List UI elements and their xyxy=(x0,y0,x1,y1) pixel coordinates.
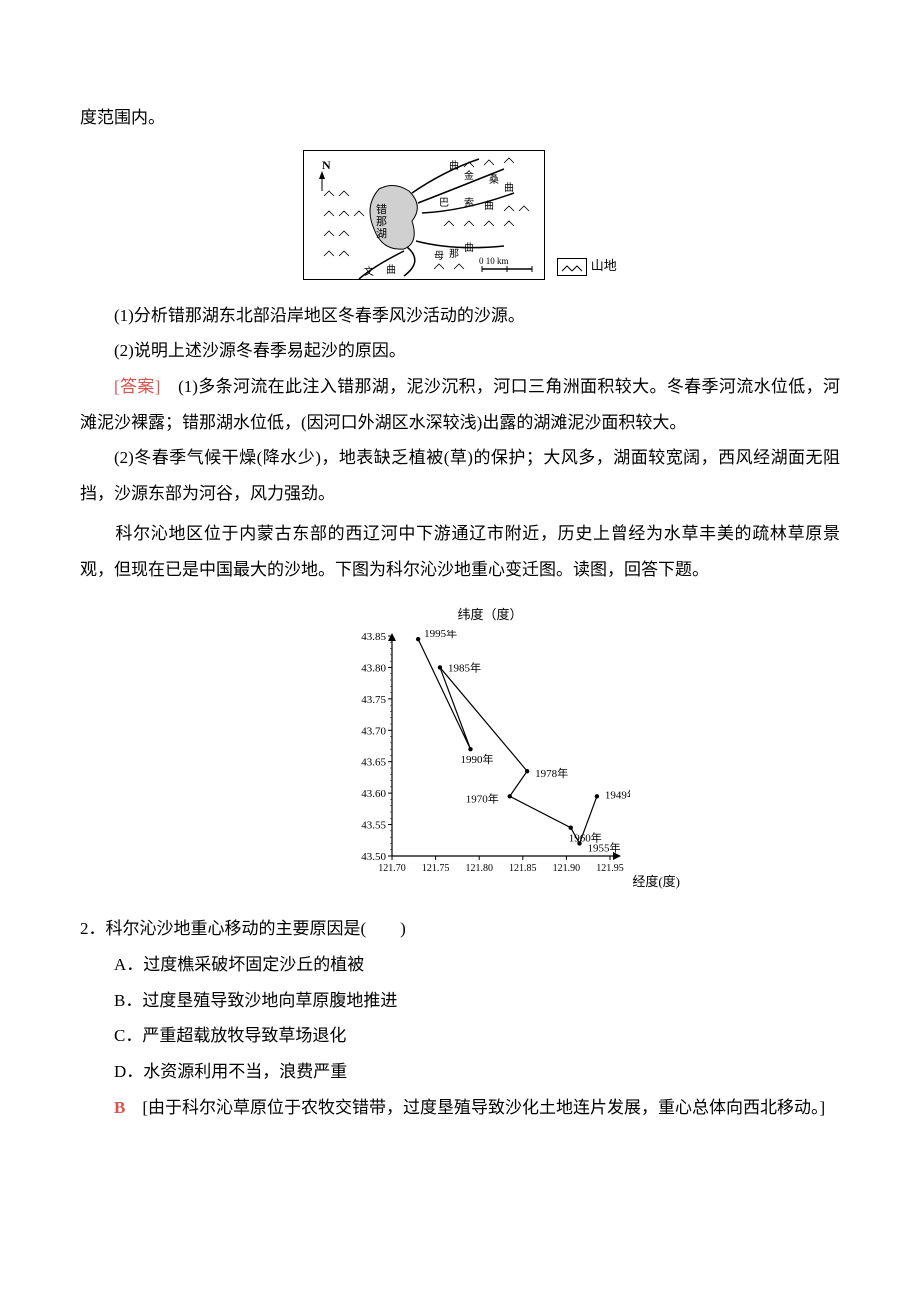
svg-text:121.85: 121.85 xyxy=(509,863,537,874)
svg-text:那: 那 xyxy=(449,248,459,260)
continuation-text: 度范围内。 xyxy=(80,100,840,136)
x-axis-title: 经度(度) xyxy=(632,868,680,895)
svg-text:金: 金 xyxy=(464,169,474,182)
svg-text:121.90: 121.90 xyxy=(553,863,581,874)
svg-text:曲: 曲 xyxy=(464,242,474,254)
svg-text:曲: 曲 xyxy=(386,264,396,276)
passage2: 科尔沁地区位于内蒙古东部的西辽河中下游通辽市附近，历史上曾经为水草丰美的疏林草原… xyxy=(80,516,840,587)
svg-text:1985年: 1985年 xyxy=(448,661,481,675)
svg-text:1995年: 1995年 xyxy=(424,630,457,640)
q2-optC: C．严重超载放牧导致草场退化 xyxy=(80,1018,840,1054)
answer-label: [答案] xyxy=(114,377,160,396)
scale-text: 0 10 km xyxy=(479,256,509,266)
svg-text:母: 母 xyxy=(434,250,444,262)
svg-text:43.60: 43.60 xyxy=(361,789,386,801)
centroid-chart: 纬度（度） 43.85 43.80 43.75 43.70 43.65 43.60 43.5… xyxy=(290,601,630,893)
svg-text:1955年: 1955年 xyxy=(587,841,620,855)
answer-key: B xyxy=(114,1098,125,1117)
q1-sub2: (2)说明上述沙源冬春季易起沙的原因。 xyxy=(80,333,840,369)
svg-text:121.95: 121.95 xyxy=(596,863,624,874)
map-figure: N 错 那 湖 曲 金 桑 曲 巴 索 曲 曲 母 那 文 曲 xyxy=(80,150,840,280)
q2-optD: D．水资源利用不当，浪费严重 xyxy=(80,1054,840,1090)
y-axis-title: 纬度（度） xyxy=(350,601,630,628)
q2-answer-text: [由于科尔沁草原位于农牧交错带，过度垦殖导致沙化土地连片发展，重心总体向西北移动… xyxy=(125,1098,825,1117)
svg-text:43.80: 43.80 xyxy=(361,663,386,675)
lake-label-2: 那 xyxy=(376,215,387,228)
q2-stem: 2．科尔沁沙地重心移动的主要原因是( ) xyxy=(80,911,840,947)
svg-text:43.70: 43.70 xyxy=(361,726,386,738)
q1-answer1: [答案] (1)多条河流在此注入错那湖，泥沙沉积，河口三角洲面积较大。冬春季河流… xyxy=(80,369,840,440)
svg-text:43.50: 43.50 xyxy=(361,851,386,863)
svg-text:索: 索 xyxy=(464,196,474,209)
chart-figure: 纬度（度） 43.85 43.80 43.75 43.70 43.65 43.60 43.5… xyxy=(80,601,840,893)
q2-optB: B．过度垦殖导致沙地向草原腹地推进 xyxy=(80,983,840,1019)
svg-text:1970年: 1970年 xyxy=(466,792,499,806)
chart-svg: 43.85 43.80 43.75 43.70 43.65 43.60 43.55 43.50… xyxy=(350,630,630,880)
q1-sub1: (1)分析错那湖东北部沿岸地区冬春季风沙活动的沙源。 xyxy=(80,298,840,334)
svg-text:桑: 桑 xyxy=(489,174,499,186)
q2-optA: A．过度樵采破坏固定沙丘的植被 xyxy=(80,947,840,983)
north-label: N xyxy=(322,158,331,172)
svg-text:曲: 曲 xyxy=(484,200,494,212)
svg-text:121.70: 121.70 xyxy=(378,863,406,874)
q1-answer2: (2)冬春季气候干燥(降水少)，地表缺乏植被(草)的保护；大风多，湖面较宽阔，西… xyxy=(80,440,840,511)
lake-map: N 错 那 湖 曲 金 桑 曲 巴 索 曲 曲 母 那 文 曲 xyxy=(303,150,545,280)
svg-text:43.75: 43.75 xyxy=(361,694,386,706)
svg-text:121.75: 121.75 xyxy=(422,863,450,874)
svg-text:巴: 巴 xyxy=(439,197,449,209)
lake-label-3: 湖 xyxy=(376,227,387,240)
svg-text:43.55: 43.55 xyxy=(361,820,386,832)
legend-label: 山地 xyxy=(591,258,617,273)
svg-text:43.85: 43.85 xyxy=(361,631,386,643)
svg-text:曲: 曲 xyxy=(504,182,514,194)
svg-text:曲: 曲 xyxy=(449,160,459,172)
svg-text:43.65: 43.65 xyxy=(361,757,386,769)
answer1-text: (1)多条河流在此注入错那湖，泥沙沉积，河口三角洲面积较大。冬春季河流水位低，河… xyxy=(80,377,840,432)
svg-text:121.80: 121.80 xyxy=(465,863,493,874)
svg-text:1978年: 1978年 xyxy=(535,767,568,781)
map-legend: 山地 xyxy=(557,252,616,279)
svg-text:文: 文 xyxy=(364,265,374,278)
svg-text:1990年: 1990年 xyxy=(460,753,493,767)
q2-answer: B [由于科尔沁草原位于农牧交错带，过度垦殖导致沙化土地连片发展，重心总体向西北… xyxy=(80,1090,840,1126)
svg-text:1949年: 1949年 xyxy=(605,788,630,802)
lake-label-1: 错 xyxy=(376,202,387,216)
